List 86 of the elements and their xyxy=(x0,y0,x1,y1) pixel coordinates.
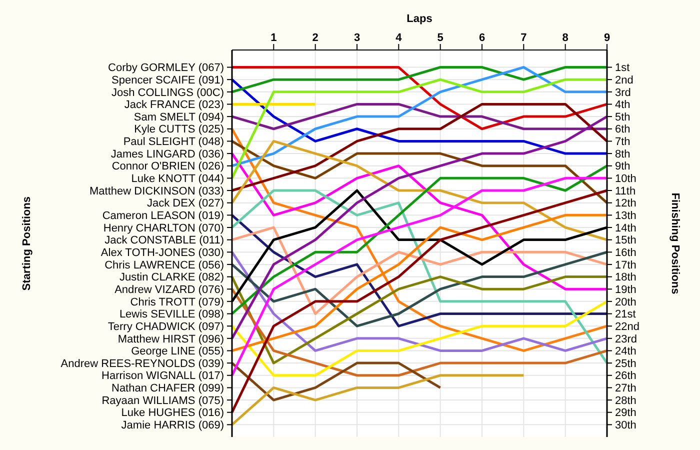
x-tick-label: 2 xyxy=(312,32,318,44)
text: Spencer SCAIFE (091) xyxy=(112,74,224,86)
text: Terry CHADWICK (097) xyxy=(108,320,224,333)
line-series xyxy=(230,102,608,192)
line-series xyxy=(230,276,608,364)
line-series xyxy=(230,214,608,352)
y-tick-label: 16th xyxy=(615,246,636,259)
line-series xyxy=(230,226,608,315)
text: Alex TOTH-JONES (030) xyxy=(100,246,224,259)
line-series xyxy=(230,250,608,328)
text: Andrew VIZARD (076) xyxy=(114,284,224,296)
text: Jack CONSTABLE (011) xyxy=(104,234,224,247)
line-series xyxy=(230,78,608,155)
x-tick-label: 6 xyxy=(478,32,486,44)
y-tick-label: 9th xyxy=(615,160,630,173)
text: Rayaan WILLIAMS (075) xyxy=(102,394,224,407)
text: Chris TROTT (079) xyxy=(130,296,224,308)
text: Justin CLARKE (082) xyxy=(119,272,224,284)
x-tick-label: 1 xyxy=(270,32,277,44)
y-tick-label: 2nd xyxy=(615,74,634,86)
y-tick-label: 12th xyxy=(615,198,636,210)
text: Sam SMELT (094) xyxy=(134,111,224,124)
text: Paul SLEIGHT (048) xyxy=(123,136,224,148)
y-tick-label: 26th xyxy=(615,370,636,382)
x-tick-label: 4 xyxy=(396,32,403,44)
x-tick-label: 3 xyxy=(354,32,360,44)
y-tick-label: 11th xyxy=(615,185,636,198)
text: Matthew DICKINSON (033) xyxy=(90,185,224,198)
y-tick-label: 1st xyxy=(615,62,630,74)
line-series xyxy=(230,66,608,130)
y-tick-label: 29th xyxy=(615,407,636,420)
line-series xyxy=(230,66,608,168)
text: Chris LAWRENCE (056) xyxy=(104,259,224,272)
text: Jamie HARRIS (069) xyxy=(121,420,224,432)
y-tick-label: 18th xyxy=(615,272,636,284)
text: James LINGARD (036) xyxy=(110,148,224,160)
y-tick-label: 28th xyxy=(615,394,636,407)
y-tick-label: 8th xyxy=(615,148,630,160)
x-tick-label: 5 xyxy=(437,32,444,44)
y-tick-label: 24th xyxy=(615,346,636,358)
y-tick-label: 21st xyxy=(615,308,636,321)
text: Kyle CUTTS (025) xyxy=(134,124,224,136)
text: Corby GORMLEY (067) xyxy=(108,62,224,74)
text: Lewis SEVILLE (098) xyxy=(119,308,224,321)
text: Jack FRANCE (023) xyxy=(124,99,224,112)
x-tick-label: 7 xyxy=(520,32,527,44)
text: Cameron LEASON (019) xyxy=(102,210,224,222)
text: Andrew REES-REYNOLDS (039) xyxy=(60,358,224,370)
x-axis-title: Laps xyxy=(406,13,432,25)
line-series xyxy=(230,250,608,352)
y-tick-label: 23rd xyxy=(615,333,638,346)
text: Jack DEX (027) xyxy=(146,198,224,210)
line-series xyxy=(230,164,608,315)
text: George LINE (055) xyxy=(131,346,224,358)
y-tick-label: 19th xyxy=(615,284,636,296)
text: Starting Positions xyxy=(21,196,33,291)
line-series xyxy=(230,189,608,414)
y-axis-title: Finishing Positions xyxy=(669,192,681,294)
y-tick-label: 17th xyxy=(615,259,636,272)
y-tick-label: 22nd xyxy=(615,320,640,333)
text: Harrison WIGNALL (017) xyxy=(102,370,224,382)
x-tick-label: 8 xyxy=(562,32,568,44)
text: Josh COLLINGS (00C) xyxy=(112,86,224,99)
y-tick-label: 30th xyxy=(615,420,636,432)
text: Luke HUGHES (016) xyxy=(121,407,224,420)
text: Connor O'BRIEN (026) xyxy=(112,160,224,173)
line-series xyxy=(230,140,608,204)
text: Luke KNOTT (044) xyxy=(131,173,224,186)
y-tick-label: 5th xyxy=(615,111,630,124)
text: Henry CHARLTON (070) xyxy=(103,222,224,234)
y-tick-label: 10th xyxy=(615,173,636,186)
line-series xyxy=(230,374,525,426)
y-tick-label: 3rd xyxy=(615,86,631,99)
y-tick-label: 15th xyxy=(615,234,636,247)
x-tick-label: 9 xyxy=(604,32,610,44)
y-tick-label: 4th xyxy=(615,99,630,112)
y-tick-label: 6th xyxy=(615,124,630,136)
text: Nathan CHAFER (099) xyxy=(112,382,224,395)
y-tick-label: 20th xyxy=(615,296,636,308)
y-tick-label: 27th xyxy=(615,382,636,395)
text: Matthew HIRST (096) xyxy=(118,333,224,346)
line-series xyxy=(230,140,608,242)
y-tick-label: 13th xyxy=(615,210,636,222)
y-tick-label: 7th xyxy=(615,136,630,148)
y-tick-label: 14th xyxy=(615,222,636,234)
y-tick-label: 25th xyxy=(615,358,636,370)
